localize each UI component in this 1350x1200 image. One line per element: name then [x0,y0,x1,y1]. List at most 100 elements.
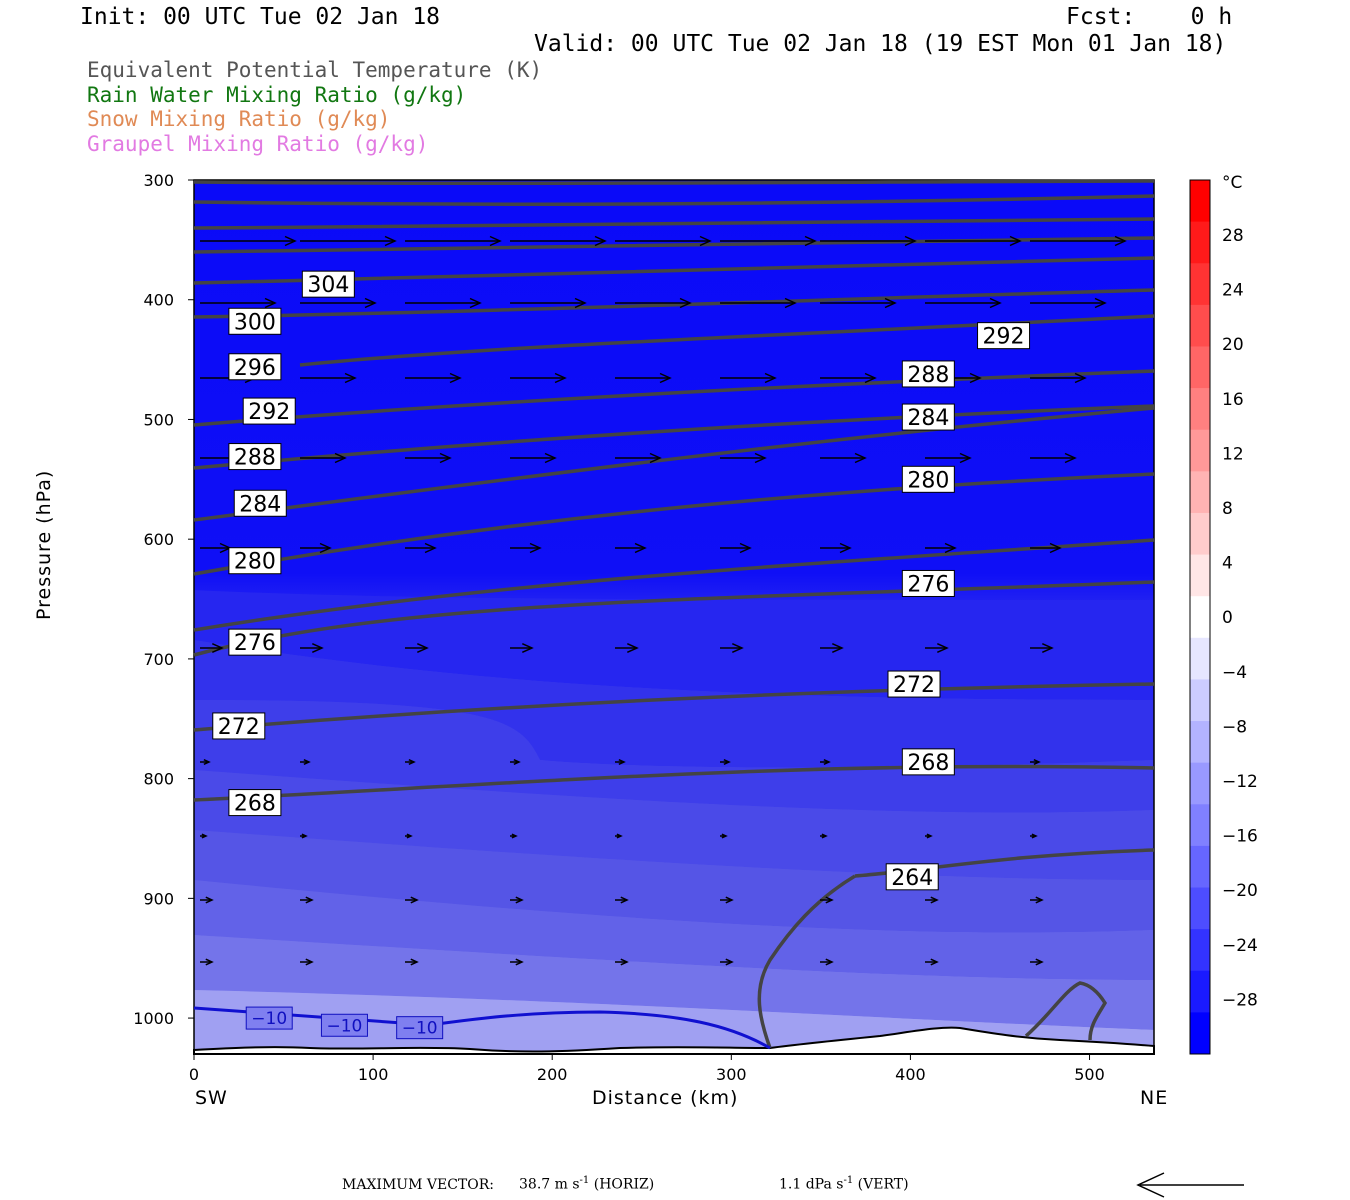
wind-vector-head [319,542,332,554]
wind-vector-head [725,896,734,904]
y-tick-label: 400 [143,291,174,310]
wind-vector-head [731,642,744,654]
temp-band-6 [194,880,1154,980]
wind-vector-head [205,896,214,904]
contour-label: 288 [234,446,276,471]
wind-vector-head [1094,297,1107,309]
colorbar-label: 28 [1222,226,1244,246]
terrain [193,1026,1155,1055]
theta-e-labels: 304 300 296 292 288 284 280 276 272 268 292 288 284 2… [212,270,1031,1040]
colorbar-label: −20 [1222,881,1258,901]
colorbar-segment [1190,554,1210,597]
contour-label: 292 [983,325,1025,350]
wind-vector-head [1031,833,1038,839]
y-tick-label: 1000 [133,1009,174,1028]
wind-vector-head [884,297,897,309]
wind-vector-head [721,833,728,839]
theta-e-contour [193,236,1155,254]
theta-e-contour [193,764,1155,802]
wind-vector-head [616,833,623,839]
temp-band-7 [194,935,1154,1030]
wind-vector-head [930,958,939,966]
contour-label: 292 [248,400,290,425]
contour-label-box [228,353,282,381]
colorbar-segment [1190,679,1210,722]
theta-e-contour [193,194,1155,206]
legend-graupel: Graupel Mixing Ratio (g/kg) [87,132,429,156]
y-axis-label: Pressure (hPa) [33,469,55,620]
colorbar-label: 4 [1222,554,1233,574]
wind-vector-head [944,542,957,554]
y-tick-label: 700 [143,650,174,669]
wind-vector-head [410,958,419,966]
max-vector-label: MAXIMUM VECTOR: [342,1177,494,1193]
wind-vector-head [784,297,797,309]
theta-e-contour [193,404,1155,470]
wind-vector-head [969,372,982,384]
wind-vector-head [626,642,639,654]
colorbar-segment [1190,637,1210,680]
sw-label: SW [195,1087,228,1109]
horiz-max-vector: 38.7 m s-1 (HORIZ) [519,1175,655,1193]
wind-vector-head [864,372,877,384]
contour-label: 300 [234,310,276,335]
contour-label-box [977,322,1031,350]
contour-label-box [212,712,266,740]
colorbar-segment [1190,887,1210,930]
colorbar-label: 0 [1222,608,1233,628]
contour-label: 288 [907,363,949,388]
wind-vector-head [854,452,867,464]
colorbar-segment [1190,762,1210,805]
temperature-label-box [396,1016,444,1040]
colorbar-segment [1190,970,1210,1013]
theta-e-contour [193,179,1155,186]
wind-vector-head [364,297,377,309]
wind-vector-head [739,542,752,554]
contour-label: 268 [234,792,276,817]
wind-vector-head [305,896,314,904]
legend-rain-water: Rain Water Mixing Ratio (g/kg) [87,83,467,107]
temp-band-2 [194,640,1154,768]
temperature-label-box [320,1013,368,1037]
legend-snow: Snow Mixing Ratio (g/kg) [87,107,391,131]
wind-vector-head [205,958,214,966]
colorbar-segment [1190,512,1210,556]
colorbar-segment [1190,596,1210,639]
contour-label: 304 [307,273,349,298]
wind-vector-head [203,758,211,766]
wind-vector-head [303,758,311,766]
wind-vector-head [649,452,662,464]
contour-label-box [228,547,282,575]
reference-vector-arrow [1136,1172,1244,1198]
wind-vector-head [554,372,567,384]
colorbar-segment [1190,1012,1210,1055]
theta-e-contour [193,288,1155,319]
wind-vector-head [344,372,357,384]
colorbar-frame [1189,179,1211,1055]
contour-label: 268 [907,751,949,776]
contour-label-box [901,748,955,776]
temp-band-4 [194,770,1154,880]
axis-ticks: 300 400 500 600 700 800 900 1000 0 100 200 300 400 50… [133,171,1105,1084]
temp-band-3 [194,700,1154,813]
theta-e-contour [757,874,856,1049]
wind-vector-head [211,642,224,654]
wind-vector-head [416,642,429,654]
wind-vector-head [699,235,712,247]
colorbar-label: 12 [1222,444,1244,464]
wind-vector-head [618,758,626,766]
contour-label-box [885,863,939,891]
contour-label: 264 [891,866,933,891]
wind-vector-head [1074,372,1087,384]
wind-vector-head [515,896,524,904]
contour-label-box [901,360,955,388]
colorbar-label: −24 [1222,936,1258,956]
wind-vector-head [930,896,939,904]
wind-vector-head [620,958,629,966]
wind-vector-head [515,958,524,966]
wind-vector-head [489,235,502,247]
wind-vector-head [529,542,542,554]
wind-vector-head [989,297,1002,309]
colorbar-label: 24 [1222,281,1244,301]
